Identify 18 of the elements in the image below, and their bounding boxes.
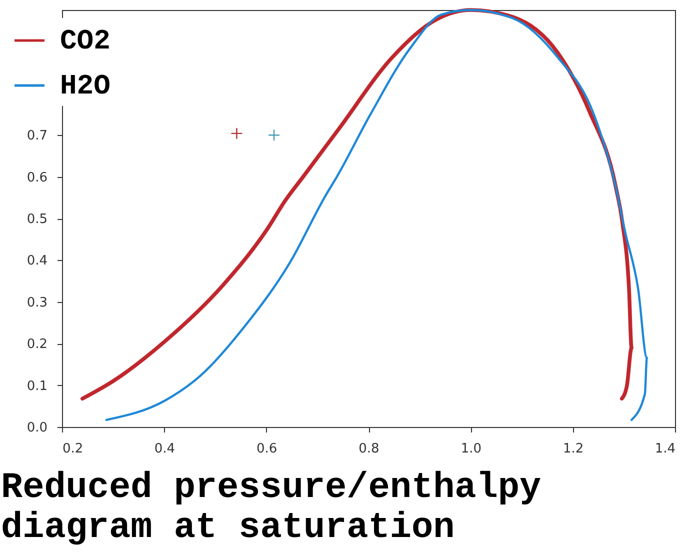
x-tick-label: 1.2: [562, 442, 584, 456]
x-tick-label: 0.2: [62, 442, 84, 456]
x-tick-label: 0.8: [358, 442, 380, 456]
legend-label: CO2: [60, 26, 110, 58]
y-tick-label: 0.7: [26, 128, 48, 144]
x-tick-label: 0.6: [256, 442, 278, 456]
text: Reduced pressure/enthalpy diagram at saturation: [1, 467, 542, 548]
y-tick-label: 0.1: [26, 378, 48, 394]
y-tick-label: 0.0: [26, 420, 48, 436]
x-tick-label: 0.4: [154, 442, 176, 456]
x-tick-label: 1.0: [460, 442, 482, 456]
x-tick-label: 1.4: [654, 442, 676, 456]
y-tick-label: 0.3: [26, 295, 48, 310]
legend-label: H2O: [60, 72, 110, 102]
y-tick-label: 0.5: [26, 212, 48, 227]
y-tick-label: 0.6: [26, 170, 48, 186]
y-tick-label: 0.2: [26, 337, 48, 352]
y-tick-label: 0.4: [26, 254, 48, 269]
